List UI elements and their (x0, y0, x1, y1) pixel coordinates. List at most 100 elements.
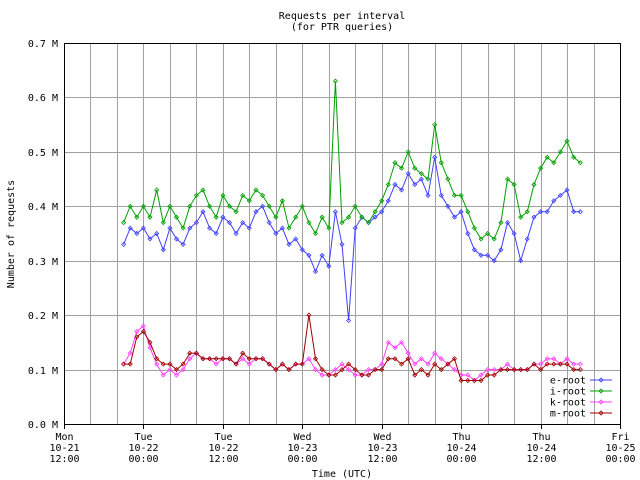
plot-frame (64, 43, 621, 425)
i-root-point (306, 220, 312, 226)
k-root-point (385, 339, 391, 345)
m-root-point (326, 372, 332, 378)
i-root-point (193, 192, 199, 198)
e-root-point (571, 209, 577, 215)
m-root-point (418, 367, 424, 373)
e-root-point (531, 214, 537, 220)
e-root-point (491, 258, 497, 264)
i-root-point (372, 209, 378, 215)
i-root-point (531, 181, 537, 188)
i-root-point (121, 220, 127, 226)
m-root-point (332, 372, 338, 378)
m-root-point (451, 356, 458, 362)
e-root-point (140, 225, 146, 231)
i-root-point (485, 230, 491, 237)
k-root-point (412, 361, 418, 367)
i-root-point (173, 214, 180, 220)
legend-marker (598, 388, 604, 394)
m-root-point (412, 372, 418, 378)
legend-label: e-root (550, 376, 586, 387)
i-root-point (200, 187, 206, 193)
e-root-point (405, 171, 411, 177)
k-root-point (544, 356, 550, 362)
i-root-point (379, 198, 385, 204)
x-tick-label: 12:00 (526, 454, 556, 465)
x-tick-label: Wed (293, 432, 311, 443)
e-root-point (306, 252, 312, 258)
m-root-point (352, 367, 358, 373)
e-root-point (319, 252, 325, 258)
k-root-point (405, 350, 411, 356)
y-tick-label: 0.1 M (28, 366, 58, 377)
e-root-point (399, 187, 405, 193)
e-root-point (557, 192, 563, 198)
e-root-point (293, 236, 299, 242)
k-root-point (478, 372, 484, 378)
y-tick-label: 0.2 M (28, 311, 58, 322)
e-root-point (524, 236, 530, 242)
e-root-point (346, 318, 352, 324)
i-root-point (140, 203, 146, 209)
m-root-point (180, 361, 186, 367)
k-root-point (213, 361, 219, 367)
e-root-point (273, 230, 279, 237)
i-root-point (491, 236, 497, 242)
e-root-point (200, 209, 206, 215)
m-root-point (240, 350, 246, 356)
k-root-point (418, 356, 424, 362)
k-root-point (504, 361, 511, 367)
m-root-point (293, 361, 299, 367)
legend-marker (598, 410, 604, 416)
m-root-point (518, 367, 524, 373)
k-root-point (551, 356, 557, 362)
e-root-point (154, 230, 160, 237)
e-root-point (187, 225, 193, 231)
x-tick-label: 10-22 (128, 443, 158, 454)
m-root-point (193, 350, 199, 356)
m-root-point (260, 356, 266, 362)
e-root-point (544, 209, 550, 215)
i-root-point (346, 214, 352, 220)
series-m-root (121, 312, 583, 384)
i-root-point (213, 214, 219, 220)
m-root-point (465, 377, 471, 384)
m-root-point (557, 361, 563, 367)
k-root-point (458, 372, 464, 378)
m-root-point (485, 372, 491, 378)
i-root-point (365, 220, 372, 226)
x-tick-label: Wed (373, 432, 391, 443)
i-root-point (438, 160, 444, 166)
e-root-point (207, 225, 213, 231)
m-root-point (372, 367, 378, 373)
k-root-point (160, 372, 166, 378)
k-root-point (134, 328, 140, 335)
y-axis-label: Number of requests (6, 180, 17, 288)
e-root-point (511, 230, 517, 237)
m-root-point (438, 367, 444, 373)
k-root-point (571, 361, 577, 367)
i-root-point (312, 230, 319, 237)
i-root-point (465, 209, 471, 215)
m-root-line (123, 315, 581, 381)
x-tick-label: 10-22 (208, 443, 238, 454)
k-root-point (538, 361, 544, 367)
k-root-point (346, 367, 352, 373)
m-root-point (392, 356, 398, 362)
e-root-point (445, 203, 451, 209)
m-root-point (359, 372, 365, 378)
i-root-point (127, 203, 133, 209)
i-root-point (445, 176, 451, 182)
e-root-point (299, 247, 305, 253)
m-root-point (498, 367, 504, 373)
k-root-point (432, 350, 438, 356)
i-root-point (326, 225, 332, 231)
m-root-point (160, 361, 166, 367)
x-tick-label: Thu (452, 432, 470, 443)
series-e-root (121, 154, 583, 324)
k-root-point (180, 367, 186, 373)
i-root-point (240, 192, 246, 198)
k-root-point (167, 367, 173, 373)
i-root-point (246, 198, 252, 204)
